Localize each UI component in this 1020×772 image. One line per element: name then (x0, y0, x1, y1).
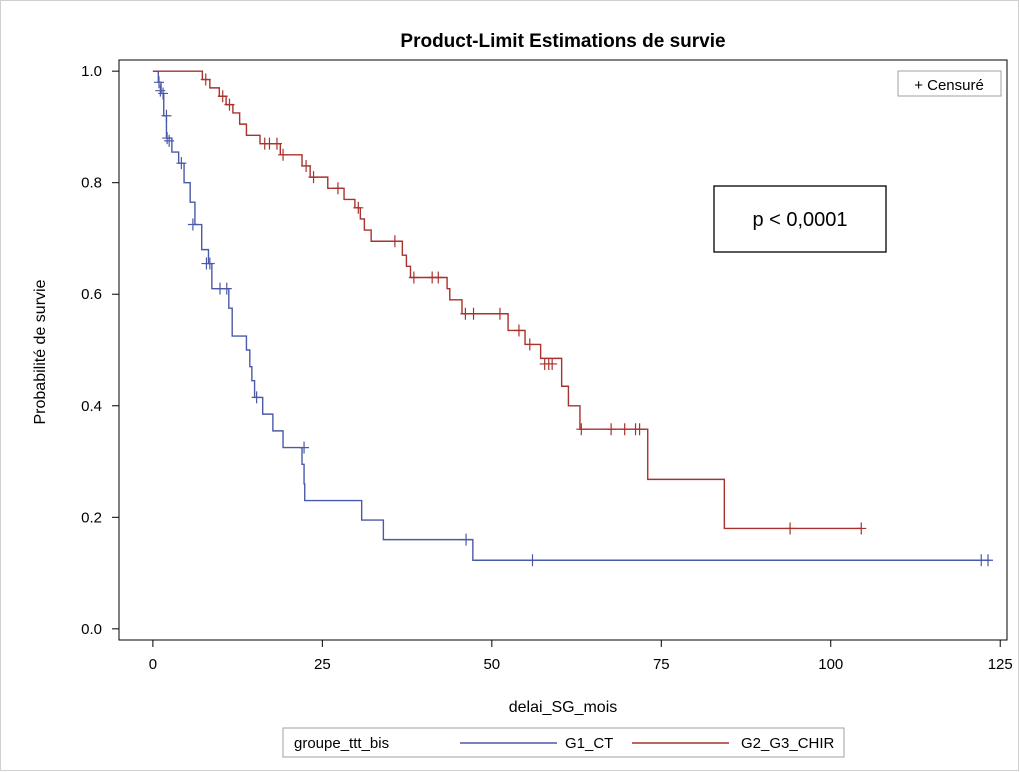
censor-mark (271, 137, 282, 150)
censor-mark (983, 554, 994, 567)
x-tick-label: 0 (149, 656, 157, 673)
censor-mark (576, 423, 587, 436)
censor-mark (221, 282, 232, 295)
censor-legend-label: + Censuré (914, 77, 984, 94)
censor-mark (856, 522, 867, 535)
x-tick-label: 125 (988, 656, 1013, 673)
censor-mark (278, 148, 289, 161)
x-axis-label: delai_SG_mois (509, 699, 618, 716)
pvalue-label: p < 0,0001 (752, 209, 847, 231)
legend-title: groupe_ttt_bis (294, 735, 389, 752)
y-tick-label: 0.2 (81, 509, 102, 526)
censor-mark (461, 533, 472, 546)
y-tick-label: 0.0 (81, 621, 102, 638)
censor-mark (161, 109, 172, 122)
censor-mark (513, 324, 524, 337)
y-axis-label: Probabilité de survie (32, 279, 49, 424)
y-tick-label: 0.4 (81, 398, 102, 415)
censor-mark (158, 87, 169, 100)
censor-mark (155, 84, 166, 97)
censor-mark (200, 73, 211, 86)
censor-mark (606, 423, 617, 436)
censor-mark (524, 338, 535, 351)
censor-mark (301, 159, 312, 172)
censor-mark (299, 441, 310, 454)
chart-title: Product-Limit Estimations de survie (400, 31, 725, 52)
censor-mark (468, 307, 479, 320)
censor-mark (224, 98, 235, 111)
censor-mark (619, 423, 630, 436)
legend-label-0: G1_CT (565, 735, 613, 752)
censor-mark (634, 423, 645, 436)
plot-border (118, 59, 1008, 641)
censor-mark (251, 391, 262, 404)
series-line-1 (152, 70, 862, 530)
y-tick-label: 0.8 (81, 175, 102, 192)
censor-mark (164, 134, 175, 147)
x-tick-label: 100 (818, 656, 843, 673)
censor-mark (353, 201, 364, 214)
censor-mark (162, 132, 173, 145)
censor-mark (408, 271, 419, 284)
censor-mark (217, 90, 228, 103)
x-tick-label: 50 (483, 656, 500, 673)
censor-mark (785, 522, 796, 535)
censor-mark (389, 235, 400, 248)
censor-mark (332, 182, 343, 195)
series-line-0 (152, 70, 991, 561)
censor-legend-box (897, 70, 1002, 97)
x-tick-label: 25 (314, 656, 331, 673)
censor-mark (176, 157, 187, 170)
plot-area: 0 25 50 75 100 125 0.0 0.2 0.4 0.6 0.8 1.0 + Censuré… (81, 59, 1013, 758)
censor-mark (527, 554, 538, 567)
y-tick-label: 0.6 (81, 286, 102, 303)
censor-mark (308, 171, 319, 184)
legend-label-1: G2_G3_CHIR (741, 735, 835, 752)
censor-mark (433, 271, 444, 284)
censor-mark (494, 307, 505, 320)
x-tick-label: 75 (653, 656, 670, 673)
legend-box (282, 727, 845, 758)
censor-mark (547, 357, 558, 370)
y-tick-label: 1.0 (81, 63, 102, 80)
censor-mark (153, 76, 164, 89)
pvalue-box (713, 185, 887, 253)
censor-mark (187, 218, 198, 231)
censor-mark (204, 257, 215, 270)
